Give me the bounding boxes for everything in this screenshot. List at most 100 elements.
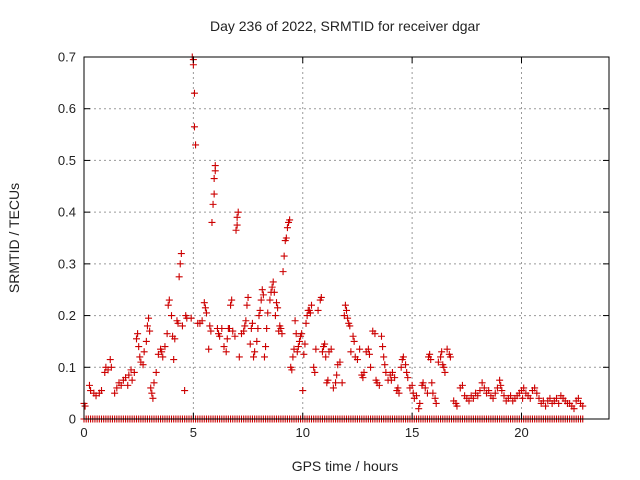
data-point <box>203 309 210 317</box>
data-point <box>198 317 206 325</box>
data-point <box>146 327 154 335</box>
data-point <box>253 337 261 345</box>
data-point <box>394 384 402 392</box>
data-point <box>240 327 248 335</box>
data-point <box>170 356 178 364</box>
data-point <box>388 368 396 376</box>
data-point <box>367 363 375 371</box>
data-point <box>218 325 226 332</box>
data-point <box>327 345 335 353</box>
data-point <box>271 312 279 320</box>
data-point <box>125 371 133 379</box>
data-point <box>533 389 541 397</box>
data-point <box>308 301 315 309</box>
data-point <box>438 348 446 356</box>
data-point <box>223 335 231 343</box>
data-point <box>206 322 214 330</box>
y-tick-label: 0.6 <box>58 101 76 116</box>
data-point <box>148 389 156 397</box>
data-point <box>227 301 235 309</box>
data-point <box>262 343 270 351</box>
data-point <box>465 397 473 405</box>
data-point <box>399 353 407 361</box>
data-point <box>375 381 383 389</box>
data-point <box>256 306 264 314</box>
x-tick-label: 0 <box>80 425 87 440</box>
data-point <box>177 250 185 258</box>
data-point <box>474 392 482 400</box>
data-point <box>174 319 182 327</box>
data-point <box>107 363 115 371</box>
data-point <box>111 389 119 397</box>
data-point <box>360 368 368 376</box>
data-point <box>317 293 325 301</box>
data-point <box>500 392 508 400</box>
y-tick-label: 0.2 <box>58 308 76 323</box>
data-point <box>147 384 155 392</box>
data-point <box>520 384 528 392</box>
data-point <box>321 340 329 348</box>
data-point <box>489 394 497 402</box>
data-point <box>229 327 237 335</box>
data-point <box>546 394 554 402</box>
data-point <box>415 405 423 413</box>
data-point <box>264 309 272 317</box>
data-point <box>427 356 435 364</box>
data-point <box>233 221 241 229</box>
y-tick-label: 0.7 <box>58 50 76 65</box>
data-point <box>244 293 252 301</box>
data-point <box>246 340 254 348</box>
data-point <box>413 392 420 400</box>
data-point <box>269 278 277 286</box>
data-point <box>437 353 445 361</box>
data-point <box>480 384 488 392</box>
data-point <box>81 402 89 410</box>
data-point <box>135 343 143 351</box>
data-point <box>496 376 504 384</box>
x-tick-label: 15 <box>405 425 419 440</box>
data-point <box>130 368 138 376</box>
y-axis-tick-labels: 0 0.1 0.2 0.3 0.4 0.5 0.6 0.7 <box>58 50 76 427</box>
data-point <box>364 345 372 353</box>
grid-lines <box>84 57 609 419</box>
data-point <box>391 374 399 382</box>
y-tick-label: 0.1 <box>58 360 76 375</box>
data-point <box>181 387 189 395</box>
data-point <box>395 389 403 397</box>
data-point <box>233 213 241 221</box>
data-point <box>428 379 436 387</box>
data-point <box>336 358 344 366</box>
data-point <box>274 304 282 312</box>
data-point <box>289 353 297 361</box>
data-point <box>291 317 299 325</box>
data-point <box>288 366 296 374</box>
data-point <box>279 268 287 276</box>
data-point <box>187 314 195 322</box>
data-point <box>234 208 242 216</box>
data-point <box>318 348 326 356</box>
data-point <box>201 304 209 312</box>
data-point <box>329 384 337 392</box>
data-point <box>210 175 218 183</box>
data-point <box>344 314 352 322</box>
data-point <box>295 337 303 345</box>
data-point <box>277 325 285 332</box>
x-axis-tick-labels: 0 5 10 15 20 <box>80 425 528 440</box>
data-point <box>250 353 258 361</box>
data-point <box>205 345 213 353</box>
data-point <box>145 314 153 322</box>
data-point <box>293 348 301 356</box>
data-point <box>282 234 290 242</box>
data-point <box>235 353 243 361</box>
data-point <box>453 402 461 410</box>
data-point <box>142 337 150 345</box>
x-axis-title: GPS time / hours <box>292 458 399 474</box>
data-point <box>485 387 493 395</box>
y-axis-title: SRMTID / TECUs <box>6 183 22 293</box>
data-point <box>301 340 309 348</box>
data-point <box>346 322 354 330</box>
y-tick-label: 0.3 <box>58 256 76 271</box>
data-point <box>286 216 294 224</box>
data-point <box>231 332 239 340</box>
